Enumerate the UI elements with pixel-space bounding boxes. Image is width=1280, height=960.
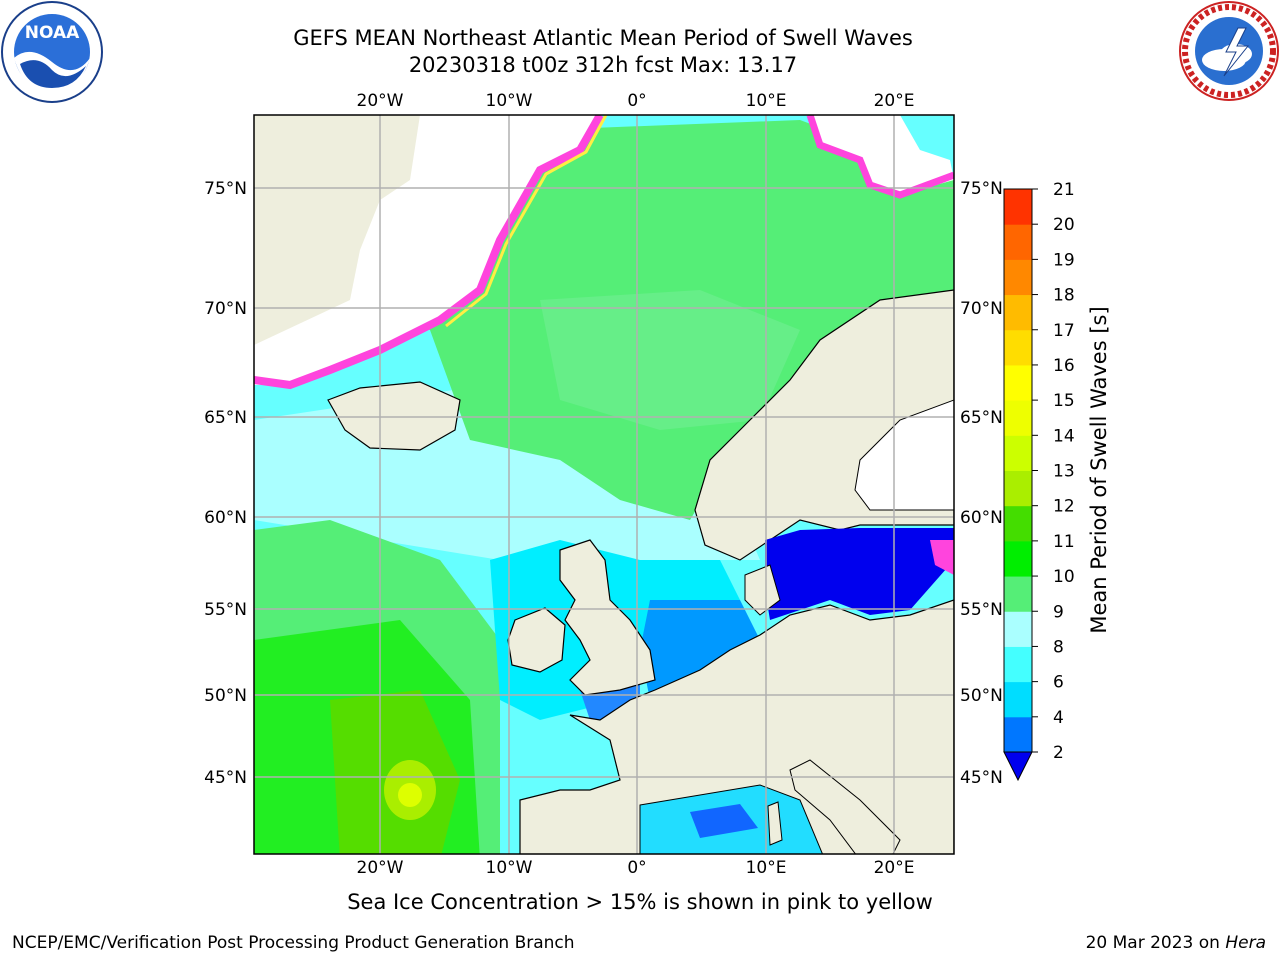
colorbar-segment <box>1004 400 1032 436</box>
lat-label: 55°N <box>204 600 247 620</box>
colorbar-tick-label: 10 <box>1053 567 1075 587</box>
colorbar-tick-label: 17 <box>1053 321 1075 341</box>
lat-label: 70°N <box>204 299 247 319</box>
baltic-sea <box>765 528 954 620</box>
lon-label: 20°W <box>357 858 404 878</box>
credit-text: NCEP/EMC/Verification Post Processing Pr… <box>12 933 575 953</box>
colorbar-tick-label: 13 <box>1053 462 1075 482</box>
date-stamp: 20 Mar 2023 on Hera <box>1086 933 1266 953</box>
colorbar: 2 4 6 8 9 10 11 12 13 14 15 16 17 18 19 20 21 <box>1003 180 1075 782</box>
sea-ice-edge-yellow <box>445 115 608 328</box>
great-britain <box>559 539 656 696</box>
colorbar-tick-label: 11 <box>1053 532 1075 552</box>
longitude-labels-bottom: 20°W 10°W 0° 10°E 20°E <box>357 858 915 878</box>
colorbar-tick-label: 19 <box>1053 250 1075 270</box>
colorbar-tick-label: 6 <box>1053 673 1064 693</box>
lon-label: 0° <box>627 91 646 111</box>
italy <box>789 759 901 854</box>
colorbar-segment <box>1004 435 1032 471</box>
lon-label: 10°W <box>486 858 533 878</box>
date-text: 20 Mar 2023 on <box>1085 933 1226 953</box>
colorbar-segment <box>1004 576 1032 612</box>
sea-ice-edge-greenland <box>254 115 604 390</box>
noaa-logo: NOAA <box>1 1 103 103</box>
colorbar-segment <box>1004 646 1032 683</box>
colorbar-segment <box>1004 259 1032 296</box>
colorbar-segment <box>1004 294 1032 331</box>
lon-label: 0° <box>627 858 646 878</box>
colorbar-segment <box>1004 540 1032 577</box>
graticule <box>254 115 954 854</box>
sea-ice-edge-svalbard <box>806 115 954 199</box>
lon-label: 10°E <box>746 91 787 111</box>
lat-label: 70°N <box>960 299 1003 319</box>
svalbard <box>810 115 954 195</box>
colorbar-tick-label: 15 <box>1053 391 1075 411</box>
colorbar-segment <box>1004 329 1032 366</box>
greenland-land <box>254 115 420 345</box>
chart-subtitle: 20230318 t00z 312h fcst Max: 13.17 <box>408 53 798 77</box>
corsica-sardinia <box>767 801 783 846</box>
colorbar-tick-label: 9 <box>1053 602 1064 622</box>
sea-ice-note: Sea Ice Concentration > 15% is shown in … <box>347 890 933 914</box>
map-frame <box>253 114 955 855</box>
colorbar-segment <box>1004 470 1032 507</box>
colorbar-tick-label: 20 <box>1053 215 1075 235</box>
colorbar-label: Mean Period of Swell Waves [s] <box>1087 306 1111 633</box>
colorbar-tick-label: 14 <box>1053 426 1075 446</box>
colorbar-segment <box>1004 364 1032 401</box>
colorbar-tick-label: 21 <box>1053 180 1075 200</box>
map-field <box>254 115 954 854</box>
lon-label: 20°W <box>357 91 404 111</box>
noaa-logo-text: NOAA <box>25 23 80 43</box>
colorbar-tick-label: 4 <box>1053 708 1064 728</box>
gulf-of-bothnia-ice <box>854 399 954 511</box>
colorbar-segment <box>1004 716 1032 753</box>
latitude-labels-right: 75°N 70°N 65°N 60°N 55°N 50°N 45°N <box>960 179 1003 788</box>
longitude-labels-top: 20°W 10°W 0° 10°E 20°E <box>357 91 915 111</box>
nws-logo <box>1179 1 1279 101</box>
lon-label: 10°W <box>486 91 533 111</box>
mediterranean-deep <box>690 804 758 838</box>
lon-label: 20°E <box>874 91 915 111</box>
lon-label: 20°E <box>874 858 915 878</box>
lat-label: 75°N <box>960 179 1003 199</box>
lat-label: 60°N <box>960 508 1003 528</box>
lat-label: 50°N <box>960 686 1003 706</box>
colorbar-segment <box>1004 189 1032 225</box>
colorbar-segment <box>1004 224 1032 260</box>
lat-label: 45°N <box>960 768 1003 788</box>
lat-label: 55°N <box>960 600 1003 620</box>
colorbar-segment <box>1004 505 1032 542</box>
colorbar-tick-label: 18 <box>1053 286 1075 306</box>
colorbar-tick-label: 2 <box>1053 743 1064 763</box>
chart-title: GEFS MEAN Northeast Atlantic Mean Period… <box>293 26 913 50</box>
lat-label: 50°N <box>204 686 247 706</box>
lat-label: 45°N <box>204 768 247 788</box>
ocean-period-10-patch <box>540 290 800 430</box>
lat-label: 65°N <box>960 408 1003 428</box>
colorbar-under-arrow <box>1003 751 1033 782</box>
lon-label: 10°E <box>746 858 787 878</box>
sea-ice-baltic <box>930 540 954 575</box>
colorbar-segment <box>1004 681 1032 718</box>
latitude-labels-left: 75°N 70°N 65°N 60°N 55°N 50°N 45°N <box>204 179 247 788</box>
lat-label: 60°N <box>204 508 247 528</box>
lat-label: 75°N <box>204 179 247 199</box>
north-sea-period-2-4 <box>640 600 760 700</box>
colorbar-tick-label: 16 <box>1053 356 1075 376</box>
ocean-period-max <box>398 783 422 807</box>
lat-label: 65°N <box>204 408 247 428</box>
machine-name: Hera <box>1225 933 1266 953</box>
colorbar-tick-label: 12 <box>1053 497 1075 517</box>
colorbar-tick-label: 8 <box>1053 637 1064 657</box>
colorbar-segment <box>1004 611 1032 647</box>
